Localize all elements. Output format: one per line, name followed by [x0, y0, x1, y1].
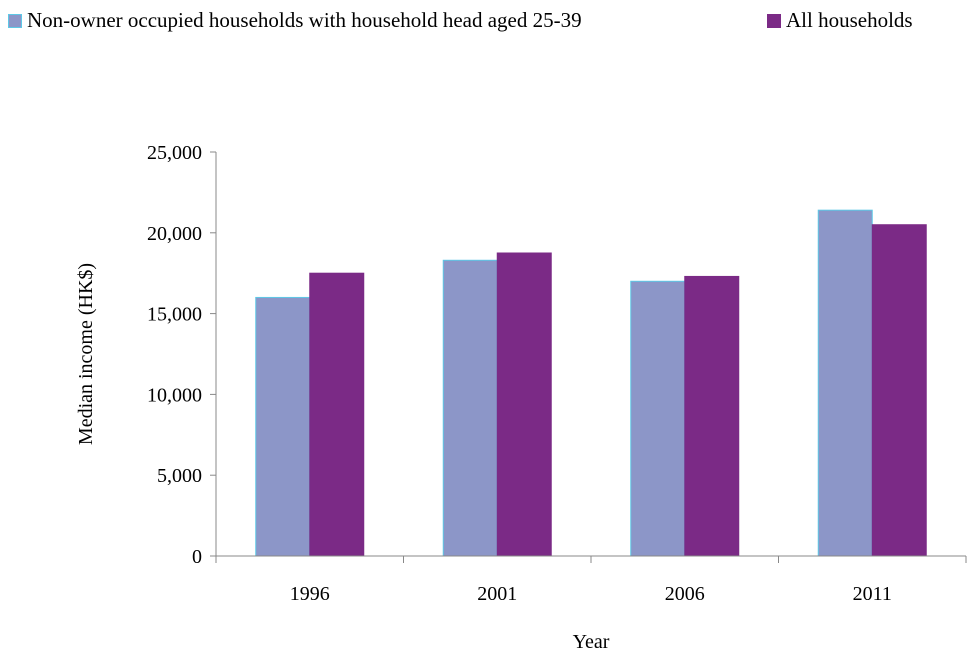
y-tick-label: 25,000: [147, 142, 202, 164]
legend-label-non-owner: Non-owner occupied households with house…: [27, 8, 582, 32]
legend-swatch-all-households: [767, 13, 781, 28]
x-axis-ticks: 1996 2001 2006 2011: [215, 556, 967, 605]
x-tick-label: 2011: [853, 583, 892, 605]
y-tick-label: 20,000: [147, 223, 202, 245]
chart-legend: Non-owner occupied households with house…: [8, 8, 948, 36]
bars: [255, 209, 927, 557]
bar-non-owner-2006: [630, 280, 686, 557]
x-tick-label: 1996: [290, 583, 330, 605]
bar-non-owner-2001: [442, 259, 498, 557]
bar-all-households-2006: [684, 275, 740, 557]
bar-all-households-2011: [871, 224, 927, 557]
bar-all-households-1996: [309, 272, 365, 557]
y-tick-label: 5,000: [157, 465, 202, 487]
y-tick-label: 10,000: [147, 384, 202, 406]
x-tick-label: 2006: [665, 583, 705, 605]
x-axis-title: Year: [573, 631, 610, 653]
y-tick-label: 15,000: [147, 304, 202, 326]
bar-non-owner-1996: [255, 296, 311, 557]
bar-non-owner-2011: [817, 209, 873, 557]
legend-item-non-owner: Non-owner occupied households with house…: [8, 8, 582, 33]
legend-label-all-households: All households: [786, 8, 913, 32]
y-tick-label: 0: [192, 546, 202, 568]
legend-swatch-non-owner: [8, 13, 22, 28]
y-axis-title: Median income (HK$): [75, 263, 97, 445]
y-axis-ticks: 0 5,000 10,000 15,000 20,000 25,000: [147, 142, 216, 568]
x-tick-label: 2001: [477, 583, 517, 605]
bar-all-households-2001: [496, 252, 552, 557]
legend-item-all-households: All households: [767, 8, 913, 33]
